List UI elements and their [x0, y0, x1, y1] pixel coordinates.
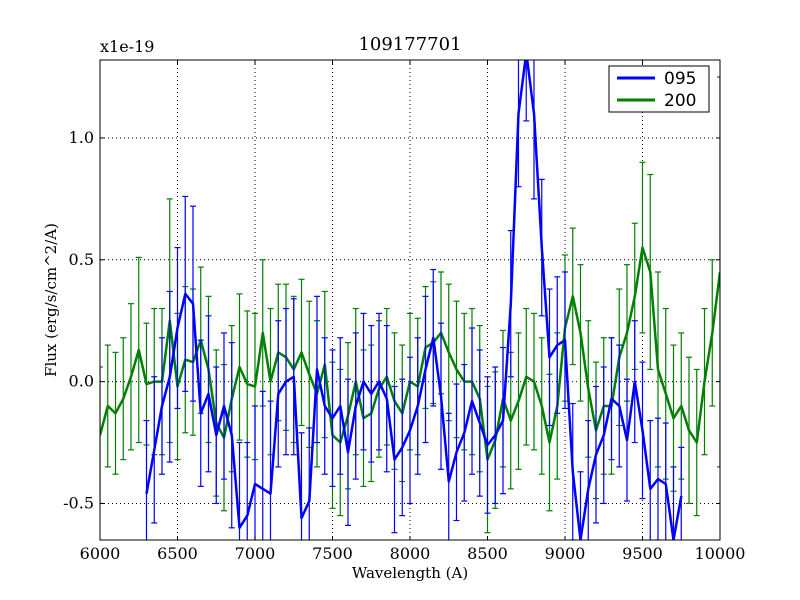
y-axis-label: Flux (erg/s/cm^2/A): [42, 223, 60, 377]
x-tick-label: 9000: [545, 544, 586, 563]
chart-title: 109177701: [358, 34, 461, 55]
y-tick-label: 1.0: [69, 128, 94, 147]
x-tick-label: 6500: [157, 544, 198, 563]
data-layer: [100, 60, 720, 540]
x-tick-label: 10000: [695, 544, 746, 563]
series-095: [143, 60, 685, 540]
y-tick-label: 0.5: [69, 250, 94, 269]
legend: 095 200: [608, 65, 710, 113]
x-tick-label: 8500: [467, 544, 508, 563]
x-tick-label: 7000: [235, 544, 276, 563]
x-axis-label: Wavelength (A): [352, 564, 468, 582]
axis-ticks: 6000 6500 7000 7500 8000 8500 9000 9500 10000 -0.…: [63, 60, 745, 563]
series-line-095: [145, 60, 683, 540]
x-tick-label: 6000: [80, 544, 121, 563]
legend-box: [608, 65, 710, 113]
legend-label-200: 200: [664, 91, 696, 111]
y-tick-label: 0.0: [69, 372, 94, 391]
x-tick-label: 8000: [390, 544, 431, 563]
x-tick-label: 9500: [622, 544, 663, 563]
x-tick-label: 7500: [312, 544, 353, 563]
y-tick-label: -0.5: [63, 493, 94, 512]
y-offset-label: x1e-19: [100, 37, 154, 56]
legend-label-095: 095: [664, 69, 696, 89]
